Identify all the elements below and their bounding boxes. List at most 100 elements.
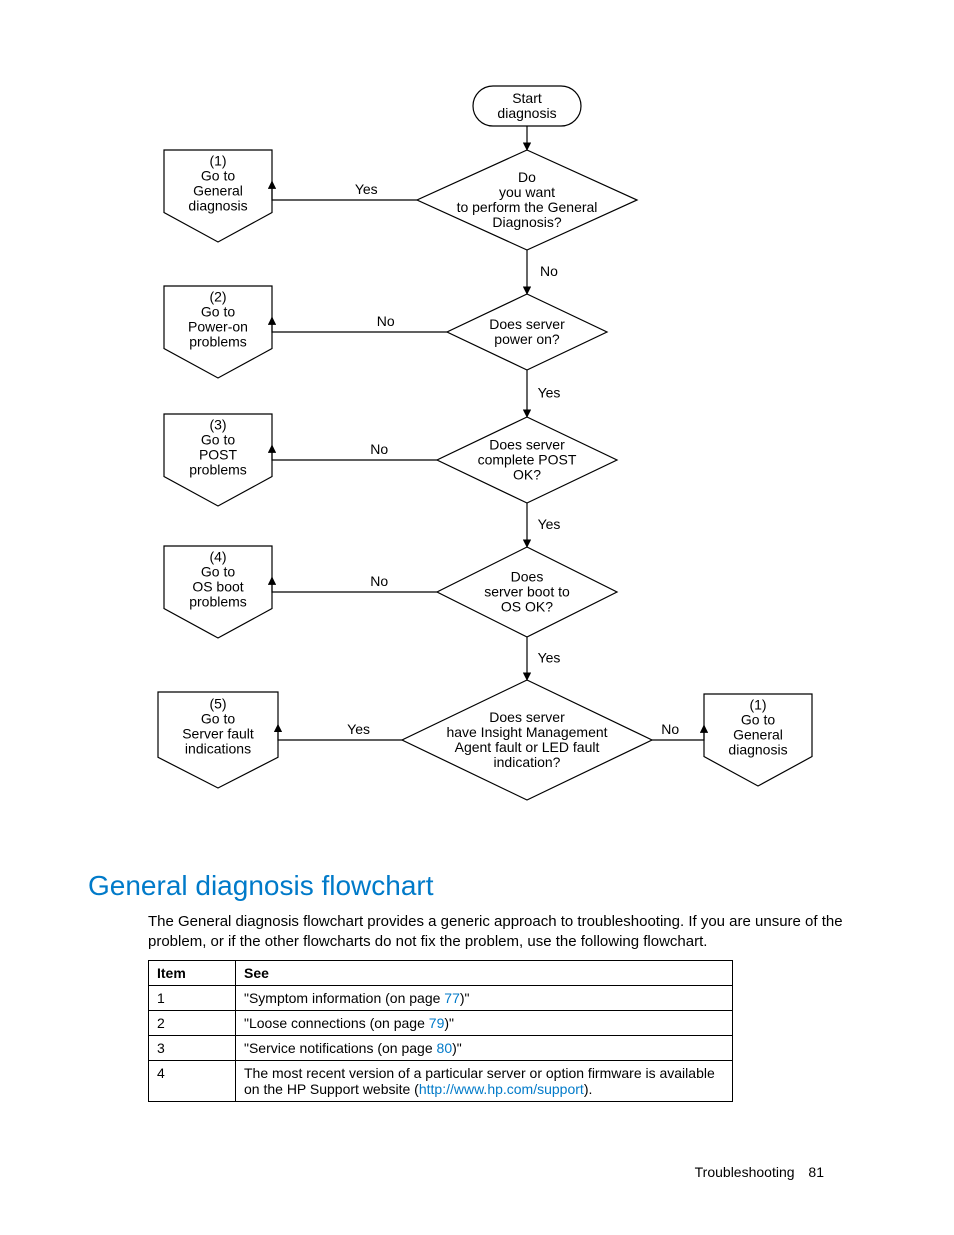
- svg-text:Do: Do: [518, 169, 536, 185]
- svg-text:complete POST: complete POST: [478, 452, 577, 468]
- svg-text:server boot to: server boot to: [484, 584, 570, 600]
- svg-text:(3): (3): [209, 416, 226, 432]
- svg-text:Agent fault or LED fault: Agent fault or LED fault: [455, 739, 600, 755]
- flow-node-off1b: (1)Go toGeneraldiagnosis: [704, 694, 812, 786]
- start-diagnosis-flowchart: StartdiagnosisDoyou wantto perform the G…: [0, 0, 954, 830]
- see-text-prefix: "Loose connections (on page: [244, 1015, 429, 1031]
- svg-text:(1): (1): [749, 696, 766, 712]
- flow-edge-label: Yes: [347, 721, 370, 737]
- flow-node-d2: Does serverpower on?: [447, 294, 607, 370]
- svg-text:(2): (2): [209, 288, 226, 304]
- page-reference-link[interactable]: http://www.hp.com/support: [419, 1081, 584, 1097]
- flow-edge-label: Yes: [538, 385, 561, 401]
- section-heading: General diagnosis flowchart: [88, 870, 434, 902]
- flow-edge-label: Yes: [538, 650, 561, 666]
- svg-text:diagnosis: diagnosis: [497, 105, 556, 121]
- cell-item: 1: [149, 986, 236, 1011]
- flow-node-off1: (1)Go toGeneraldiagnosis: [164, 150, 272, 242]
- flow-node-off5: (5)Go toServer faultindications: [158, 692, 278, 788]
- see-text-suffix: )": [460, 990, 470, 1006]
- see-text-prefix: "Service notifications (on page: [244, 1040, 437, 1056]
- flow-edge-label: Yes: [538, 516, 561, 532]
- col-header-see: See: [236, 961, 733, 986]
- svg-text:indication?: indication?: [494, 754, 561, 770]
- flow-edge: [272, 181, 417, 200]
- svg-text:(1): (1): [209, 152, 226, 168]
- cell-item: 2: [149, 1011, 236, 1036]
- svg-text:OK?: OK?: [513, 467, 541, 483]
- flow-node-d3: Does servercomplete POSTOK?: [437, 417, 617, 503]
- svg-text:(4): (4): [209, 548, 226, 564]
- svg-text:diagnosis: diagnosis: [188, 197, 247, 213]
- flow-edge: [272, 317, 447, 332]
- footer-page-number: 81: [808, 1164, 824, 1180]
- svg-text:General: General: [733, 726, 783, 742]
- footer-section: Troubleshooting: [695, 1164, 795, 1180]
- svg-text:problems: problems: [189, 593, 247, 609]
- svg-text:to perform the General: to perform the General: [457, 199, 598, 215]
- flow-node-start: Startdiagnosis: [473, 86, 581, 126]
- see-text-prefix: "Symptom information (on page: [244, 990, 444, 1006]
- svg-text:Power-on: Power-on: [188, 318, 248, 334]
- page-reference-link[interactable]: 77: [444, 990, 460, 1006]
- svg-text:Server fault: Server fault: [182, 726, 254, 742]
- see-text-suffix: ).: [584, 1081, 593, 1097]
- svg-text:problems: problems: [189, 333, 247, 349]
- flow-edge: [278, 725, 402, 740]
- page-reference-link[interactable]: 80: [437, 1040, 453, 1056]
- svg-text:you want: you want: [499, 184, 555, 200]
- flow-node-d5: Does serverhave Insight ManagementAgent …: [402, 680, 652, 800]
- document-page: StartdiagnosisDoyou wantto perform the G…: [0, 0, 954, 1235]
- intro-paragraph: The General diagnosis flowchart provides…: [148, 912, 858, 953]
- see-text-suffix: )": [452, 1040, 462, 1056]
- cell-see: The most recent version of a particular …: [236, 1061, 733, 1102]
- flow-edge-label: No: [377, 313, 395, 329]
- svg-text:problems: problems: [189, 461, 247, 477]
- svg-text:Go to: Go to: [201, 711, 235, 727]
- cell-item: 3: [149, 1036, 236, 1061]
- svg-text:General: General: [193, 182, 243, 198]
- col-header-item: Item: [149, 961, 236, 986]
- table-row: 3"Service notifications (on page 80)": [149, 1036, 733, 1061]
- svg-text:Does: Does: [511, 569, 544, 585]
- reference-table: Item See 1"Symptom information (on page …: [148, 960, 733, 1102]
- svg-text:Diagnosis?: Diagnosis?: [492, 214, 561, 230]
- cell-item: 4: [149, 1061, 236, 1102]
- table-row: 4The most recent version of a particular…: [149, 1061, 733, 1102]
- svg-text:Go to: Go to: [201, 431, 235, 447]
- svg-text:Go to: Go to: [741, 711, 775, 727]
- flow-node-d4: Doesserver boot toOS OK?: [437, 547, 617, 637]
- table-header-row: Item See: [149, 961, 733, 986]
- svg-text:(5): (5): [209, 696, 226, 712]
- svg-text:Does server: Does server: [489, 316, 565, 332]
- svg-text:diagnosis: diagnosis: [728, 741, 787, 757]
- see-text-suffix: )": [444, 1015, 454, 1031]
- table-row: 1"Symptom information (on page 77)": [149, 986, 733, 1011]
- svg-text:Go to: Go to: [201, 563, 235, 579]
- svg-text:Go to: Go to: [201, 303, 235, 319]
- svg-text:OS boot: OS boot: [192, 578, 243, 594]
- svg-text:Does server: Does server: [489, 709, 565, 725]
- flow-edge: [272, 445, 437, 460]
- flow-node-off3: (3)Go toPOSTproblems: [164, 414, 272, 506]
- page-footer: Troubleshooting 81: [695, 1164, 824, 1180]
- table-row: 2"Loose connections (on page 79)": [149, 1011, 733, 1036]
- svg-text:Go to: Go to: [201, 167, 235, 183]
- svg-text:indications: indications: [185, 741, 251, 757]
- svg-text:have Insight Management: have Insight Management: [446, 724, 607, 740]
- svg-text:OS OK?: OS OK?: [501, 599, 553, 615]
- flow-edge-label: No: [540, 263, 558, 279]
- cell-see: "Service notifications (on page 80)": [236, 1036, 733, 1061]
- flow-node-off2: (2)Go toPower-onproblems: [164, 286, 272, 378]
- svg-text:Start: Start: [512, 90, 542, 106]
- cell-see: "Symptom information (on page 77)": [236, 986, 733, 1011]
- flow-edge-label: No: [661, 721, 679, 737]
- flow-node-d1: Doyou wantto perform the GeneralDiagnosi…: [417, 150, 637, 250]
- flow-edge: [272, 577, 437, 592]
- page-reference-link[interactable]: 79: [429, 1015, 445, 1031]
- svg-text:Does server: Does server: [489, 437, 565, 453]
- svg-text:POST: POST: [199, 446, 238, 462]
- flow-edge-label: No: [370, 441, 388, 457]
- flow-edge-label: No: [370, 573, 388, 589]
- cell-see: "Loose connections (on page 79)": [236, 1011, 733, 1036]
